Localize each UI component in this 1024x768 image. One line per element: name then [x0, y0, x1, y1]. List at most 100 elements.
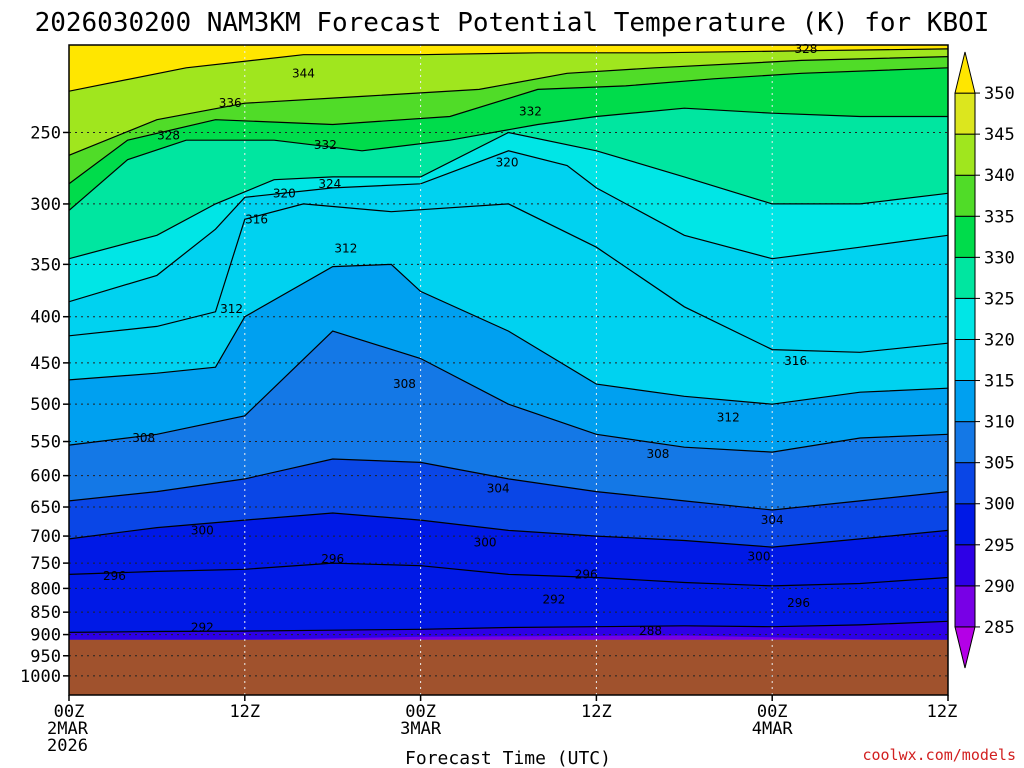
contour-line-292: [69, 620, 948, 633]
x-tick-label: 00Z: [405, 702, 436, 722]
x-tick-label: 00Z: [54, 702, 85, 722]
colorbar-swatch: [954, 503, 976, 546]
contour-line-296: [69, 562, 948, 587]
colorbar-label-335: 335: [984, 207, 1015, 227]
contour-label: 328: [157, 129, 180, 143]
colorbar-swatch: [954, 297, 976, 340]
contour-label: 308: [132, 431, 155, 445]
y-tick-label-300: 300: [30, 195, 61, 215]
colorbar-label-310: 310: [984, 413, 1015, 433]
contour-label: 296: [575, 567, 598, 581]
colorbar-label-305: 305: [984, 454, 1015, 474]
contour-line-316: [69, 203, 948, 353]
colorbar-label-285: 285: [984, 618, 1015, 638]
contour-line-304: [69, 458, 948, 511]
contour-label: 344: [292, 66, 315, 80]
colorbar-swatch: [954, 462, 976, 505]
contour-line-308: [69, 330, 948, 453]
colorbar-swatch: [954, 92, 976, 135]
contour-label: 308: [393, 377, 416, 391]
contour-label: 328: [794, 42, 817, 56]
plot-frame: [68, 44, 949, 696]
below-ground-area: [69, 639, 948, 695]
y-tick-label-950: 950: [30, 647, 61, 667]
colorbar-swatch: [954, 380, 976, 423]
colorbar: 285 290 295 300 305 310 315 320 325 330 335 340 345 3…: [954, 51, 1015, 669]
contour-label: 300: [474, 536, 497, 550]
contour-label: 300: [748, 549, 771, 563]
y-tick-label-400: 400: [30, 308, 61, 328]
contour-label: 320: [496, 156, 519, 170]
x-tick-label: 12Z: [229, 702, 260, 722]
colorbar-label-320: 320: [984, 330, 1015, 350]
colorbar-swatch: [954, 338, 976, 382]
contour-label: 316: [784, 354, 807, 368]
colorbar-label-330: 330: [984, 248, 1015, 268]
y-tick-label-600: 600: [30, 467, 61, 487]
chart-title: 2026030200 NAM3KM Forecast Potential Tem…: [35, 8, 990, 38]
y-tick-label-500: 500: [30, 395, 61, 415]
colorbar-swatch: [954, 421, 976, 464]
contour-label: 296: [103, 569, 126, 583]
colorbar-label-290: 290: [984, 577, 1015, 597]
contour-line-332: [69, 67, 948, 185]
contour-label: 296: [787, 596, 810, 610]
contour-label: 288: [639, 624, 662, 638]
contour-label: 308: [646, 447, 669, 461]
y-tick-label-250: 250: [30, 123, 61, 143]
contour-label: 312: [220, 302, 243, 316]
colorbar-label-325: 325: [984, 289, 1015, 309]
colorbar-label-295: 295: [984, 536, 1015, 556]
colorbar-label-300: 300: [984, 495, 1015, 515]
x-axis-label: Forecast Time (UTC): [405, 748, 611, 768]
x-tick-label: 12Z: [581, 702, 612, 722]
x-tick-label: 2026: [47, 736, 88, 756]
contour-line-324: [69, 131, 948, 260]
x-tick-label: 2MAR: [47, 719, 89, 739]
contour-line-328: [69, 107, 948, 211]
contour-line-300: [69, 512, 948, 548]
colorbar-swatch: [954, 585, 976, 628]
colorbar-swatch: [954, 626, 976, 669]
contour-labels: 344 336 332 332 328 328 324 320 320 316 316 312 312 3…: [103, 42, 817, 638]
y-tick-label-450: 450: [30, 354, 61, 374]
contour-label: 292: [191, 621, 214, 635]
y-tick-label-350: 350: [30, 255, 61, 275]
x-tick-label: 00Z: [757, 702, 788, 722]
contour-label: 332: [519, 105, 542, 119]
y-axis: 250 300 350 400 450 500 550 600 650 700 750 800 850 9…: [20, 123, 69, 687]
y-tick-label-750: 750: [30, 554, 61, 574]
contour-label: 312: [717, 410, 740, 424]
x-tick-label: 4MAR: [752, 719, 794, 739]
contour-line-320: [69, 150, 948, 303]
contour-label: 304: [487, 481, 510, 495]
colorbar-swatch: [954, 256, 976, 299]
plot-area: [69, 45, 948, 695]
contour-label: 292: [542, 593, 565, 607]
colorbar-swatch: [954, 51, 976, 94]
x-tick-label: 3MAR: [400, 719, 442, 739]
contour-label: 324: [318, 177, 341, 191]
contour-lines: [69, 48, 948, 633]
y-tick-label-650: 650: [30, 498, 61, 518]
contour-label: 312: [334, 241, 357, 255]
contour-label: 304: [761, 513, 784, 527]
y-tick-label-1000: 1000: [20, 667, 61, 687]
contour-label: 300: [191, 523, 214, 537]
credit-text[interactable]: coolwx.com/models: [862, 746, 1016, 764]
contour-label: 316: [245, 212, 268, 226]
contour-label: 320: [273, 186, 296, 200]
colorbar-swatch: [954, 133, 976, 176]
colorbar-swatch: [954, 544, 976, 587]
y-tick-label-700: 700: [30, 527, 61, 547]
x-tick-label: 12Z: [927, 702, 958, 722]
colorbar-label-350: 350: [984, 84, 1015, 104]
contour-line-312: [69, 263, 948, 405]
contour-line-344: [69, 48, 948, 92]
y-tick-label-800: 800: [30, 579, 61, 599]
y-tick-label-550: 550: [30, 433, 61, 453]
colorbar-label-340: 340: [984, 166, 1015, 186]
contour-label: 336: [219, 96, 242, 110]
